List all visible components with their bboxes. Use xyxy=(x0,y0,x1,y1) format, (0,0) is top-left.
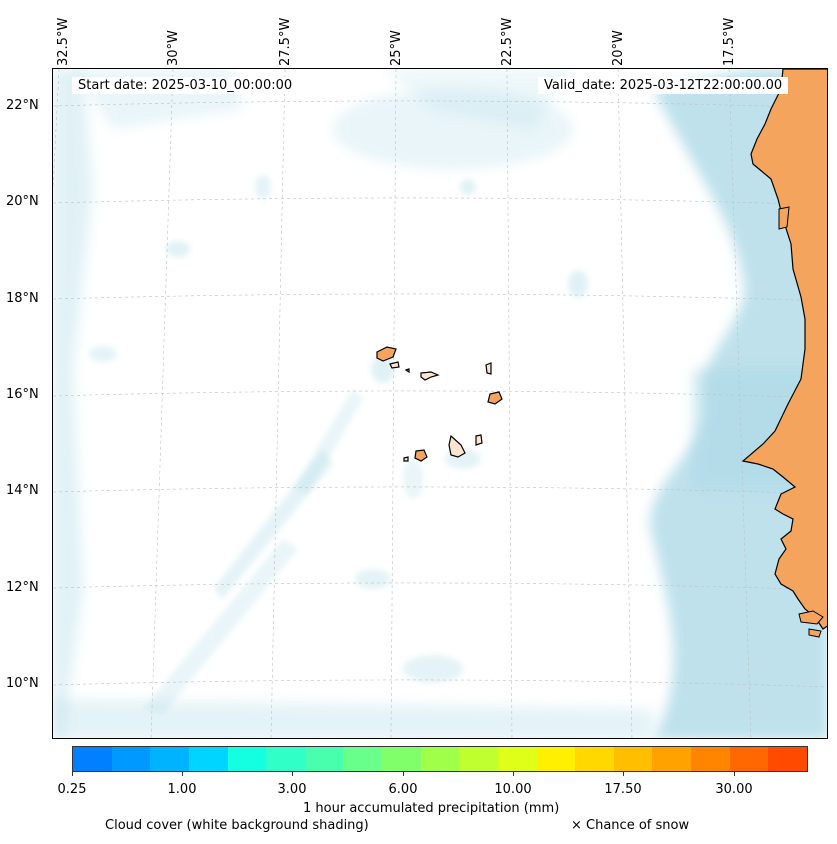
bissagos-island xyxy=(798,610,824,625)
santo-antao-island xyxy=(376,346,397,362)
lon-label-20w: 20°W xyxy=(611,30,626,66)
colorbar-segment-16 xyxy=(691,747,730,771)
boa-vista-island xyxy=(487,391,503,405)
bissagos-island-2 xyxy=(808,628,822,638)
cbar-tickmark xyxy=(292,772,293,776)
colorbar-segment-13 xyxy=(575,747,614,771)
cloud-cover-layer xyxy=(53,69,827,738)
lat-label-10n: 10°N xyxy=(6,676,39,691)
colorbar-segment-15 xyxy=(652,747,691,771)
santiago-island xyxy=(448,434,466,458)
cbar-tickmark xyxy=(72,772,73,776)
precipitation-colorbar xyxy=(72,746,808,772)
colorbar-segment-7 xyxy=(343,747,382,771)
cbar-tick-label: 17.50 xyxy=(604,782,642,797)
valid-date-label: Valid_date: 2025-03-12T22:00:00.00 xyxy=(538,77,789,94)
cloud-cover-legend: Cloud cover (white background shading) xyxy=(105,818,369,833)
lat-label-14n: 14°N xyxy=(6,483,39,498)
cbar-tick-label: 3.00 xyxy=(277,782,307,797)
colorbar-segment-18 xyxy=(768,747,807,771)
colorbar-segment-0 xyxy=(73,747,112,771)
colorbar-segment-5 xyxy=(266,747,305,771)
brava-island xyxy=(403,456,409,462)
colorbar-segment-17 xyxy=(729,747,769,771)
lon-label-30w: 30°W xyxy=(166,30,181,66)
lat-label-18n: 18°N xyxy=(6,291,39,306)
lat-label-20n: 20°N xyxy=(6,194,39,209)
lon-label-32-5w: 32.5°W xyxy=(56,17,71,66)
start-date-label: Start date: 2025-03-10_00:00:00 xyxy=(72,77,299,94)
maio-island xyxy=(475,434,483,446)
lon-label-17-5w: 17.5°W xyxy=(722,17,737,66)
lat-label-22n: 22°N xyxy=(6,98,39,113)
colorbar-segment-12 xyxy=(536,747,576,771)
colorbar-segment-1 xyxy=(111,747,151,771)
fogo-island xyxy=(414,449,428,462)
colorbar-segment-6 xyxy=(304,747,344,771)
lat-label-12n: 12°N xyxy=(6,580,39,595)
lon-label-27-5w: 27.5°W xyxy=(278,17,293,66)
cbar-tickmark xyxy=(734,772,735,776)
africa-coast-land xyxy=(741,69,827,630)
colorbar-segment-4 xyxy=(227,747,267,771)
cbar-tick-label: 6.00 xyxy=(388,782,418,797)
colorbar-segment-10 xyxy=(459,747,498,771)
cbar-tick-label: 0.25 xyxy=(57,782,87,797)
cbar-tickmark xyxy=(623,772,624,776)
lon-label-25w: 25°W xyxy=(389,30,404,66)
sal-island xyxy=(485,362,492,375)
cbar-tickmark xyxy=(513,772,514,776)
colorbar-segment-11 xyxy=(497,747,537,771)
sao-vicente-island xyxy=(389,361,400,369)
map-panel xyxy=(52,68,828,739)
cbar-tick-label: 10.00 xyxy=(494,782,532,797)
graticule xyxy=(53,69,827,738)
snow-legend: × Chance of snow xyxy=(571,818,690,833)
colorbar-segment-3 xyxy=(188,747,228,771)
lat-label-16n: 16°N xyxy=(6,387,39,402)
colorbar-segment-2 xyxy=(150,747,189,771)
sao-nicolau-island xyxy=(420,371,440,381)
santa-luzia-island xyxy=(404,368,410,374)
map-canvas xyxy=(53,69,827,738)
cbar-tickmark xyxy=(403,772,404,776)
lon-label-22-5w: 22.5°W xyxy=(500,17,515,66)
cbar-tick-label: 30.00 xyxy=(715,782,753,797)
cbar-tick-label: 1.00 xyxy=(167,782,197,797)
colorbar-segment-9 xyxy=(420,747,460,771)
cbar-tickmark xyxy=(182,772,183,776)
cape-verde-islands xyxy=(376,346,503,462)
colorbar-segment-8 xyxy=(382,747,421,771)
colorbar-title: 1 hour accumulated precipitation (mm) xyxy=(303,801,560,816)
coastal-lagoon xyxy=(778,206,790,230)
colorbar-segment-14 xyxy=(613,747,653,771)
